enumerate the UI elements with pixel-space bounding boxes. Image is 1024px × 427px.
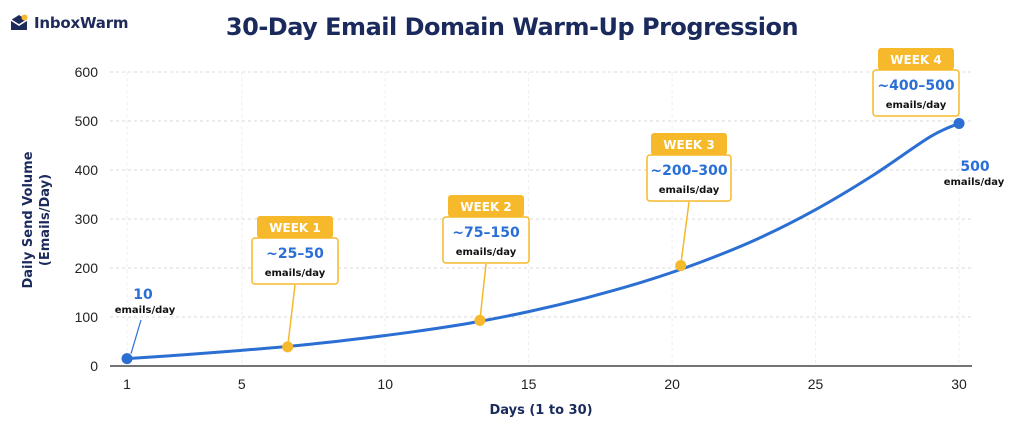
y-axis-title-line-1: Daily Send Volume (21, 151, 36, 288)
week-tag-label: WEEK 4 (890, 53, 941, 67)
endpoint-marker (121, 353, 133, 365)
envelope-logo-icon (10, 14, 28, 30)
week-tag-label: WEEK 2 (460, 200, 511, 214)
endpoint-marker (953, 117, 965, 129)
leader-line (286, 284, 296, 347)
week-annotation: WEEK 1 ~25–50 emails/day (251, 216, 339, 285)
week-box (251, 237, 339, 285)
week-tag-label: WEEK 3 (663, 138, 714, 152)
y-tick-label: 500 (75, 113, 99, 129)
week-box (646, 154, 732, 202)
x-tick-label: 25 (808, 376, 824, 392)
y-tick-label: 400 (75, 162, 99, 178)
brand-name: InboxWarm (34, 14, 129, 32)
week-annotation: WEEK 4 ~400–500 emails/day 500 emails/day (872, 48, 1005, 188)
brand-logo: InboxWarm (8, 12, 129, 34)
y-tick-label: 100 (75, 309, 99, 325)
x-tick-label: 15 (521, 376, 537, 392)
start-value: 10 (133, 287, 153, 303)
x-tick-label: 5 (238, 376, 246, 392)
week-unit: emails/day (886, 100, 947, 111)
leader-line (479, 263, 487, 321)
y-tick-label: 0 (90, 358, 98, 374)
week-unit: emails/day (456, 247, 517, 258)
x-tick-label: 20 (664, 376, 680, 392)
y-tick-label: 600 (75, 64, 99, 80)
chart-title: 30-Day Email Domain Warm-Up Progression (225, 13, 799, 41)
x-tick-label: 30 (951, 376, 967, 392)
week-tag (878, 48, 954, 70)
week-tag (651, 133, 727, 155)
y-axis-title: Daily Send Volume (Emails/Day) (21, 151, 53, 288)
leader-line (679, 201, 690, 266)
week-marker (675, 260, 687, 272)
y-axis-title-line-2: (Emails/Day) (38, 174, 53, 266)
x-tick-label: 10 (377, 376, 393, 392)
week-marker (282, 341, 294, 353)
start-unit: emails/day (115, 305, 176, 316)
week-range: ~400–500 (877, 78, 954, 94)
y-tick-label: 200 (75, 260, 99, 276)
week-marker (474, 314, 486, 326)
x-axis-title: Days (1 to 30) (489, 403, 592, 418)
start-leader-line (130, 319, 142, 354)
grid-layer (110, 71, 972, 366)
week-annotation: WEEK 2 ~75–150 emails/day (442, 195, 530, 264)
series-line (125, 121, 961, 361)
week-tag (257, 216, 333, 238)
week-box (442, 216, 530, 264)
end-unit: emails/day (944, 177, 1005, 188)
x-tick-label: 1 (123, 376, 131, 392)
end-value: 500 (960, 159, 989, 175)
week-unit: emails/day (659, 185, 720, 196)
week-tag (448, 195, 524, 217)
week-range: ~200–300 (650, 163, 727, 179)
week-annotation: WEEK 3 ~200–300 emails/day (646, 133, 732, 202)
week-range: ~75–150 (452, 225, 520, 241)
week-box (872, 69, 960, 117)
leader-layer (130, 201, 690, 354)
marker-layer (121, 117, 965, 365)
start-annotation: 10 emails/day (115, 287, 176, 316)
week-unit: emails/day (265, 268, 326, 279)
week-tag-label: WEEK 1 (269, 221, 320, 235)
week-range: ~25–50 (266, 246, 324, 262)
y-tick-label: 300 (75, 211, 99, 227)
